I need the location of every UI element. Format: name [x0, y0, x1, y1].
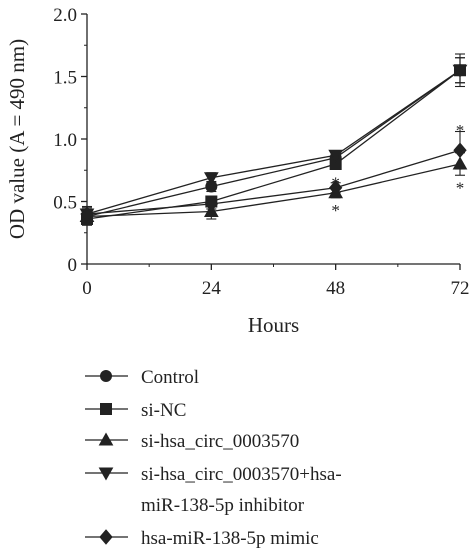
legend-item-2: si-NC [85, 400, 186, 421]
series-line [86, 69, 461, 215]
y-tick-label: 1.0 [53, 130, 77, 151]
x-tick-label: 72 [451, 278, 470, 299]
significance-asterisk: * [456, 178, 465, 197]
legend-label: Control [141, 367, 199, 388]
series-line [86, 163, 461, 218]
legend-marker [98, 467, 114, 481]
y-axis-label: OD value (A = 490 nm) [5, 39, 29, 239]
legend-marker [100, 370, 112, 382]
series-line [86, 69, 461, 220]
x-tick-label: 24 [202, 278, 222, 299]
series-1 [81, 57, 466, 224]
legend-item-5: hsa-miR-138-5p mimic [85, 528, 319, 549]
legend-marker [99, 529, 113, 545]
y-tick-label: 0 [68, 255, 78, 276]
significance-asterisk: * [331, 201, 340, 220]
data-point [329, 179, 343, 196]
legend-marker [98, 432, 114, 446]
significance-asterisk: * [331, 173, 340, 192]
data-point [328, 149, 344, 163]
series-line [86, 69, 461, 218]
y-tick-label: 0.5 [53, 193, 77, 214]
legend-item-3: si-hsa_circ_0003570 [85, 431, 299, 452]
significance-asterisk: * [456, 121, 465, 140]
series-line [86, 149, 461, 215]
legend-label: hsa-miR-138-5p mimic [141, 528, 319, 549]
legend-label: si-hsa_circ_0003570+hsa- [141, 464, 342, 485]
legend-item-1: Control [85, 367, 199, 388]
data-point [204, 196, 218, 212]
series-4 [79, 57, 468, 223]
data-point [80, 206, 94, 222]
legend-item-4: si-hsa_circ_0003570+hsa-miR-138-5p inhib… [85, 464, 342, 516]
data-point [452, 64, 468, 78]
legend-label: miR-138-5p inhibitor [141, 495, 305, 516]
legend-label: si-hsa_circ_0003570 [141, 431, 299, 452]
x-tick-label: 48 [326, 278, 345, 299]
legend-marker [100, 403, 112, 415]
legend: Control si-NC si-hsa_circ_0003570 si-hsa_ci… [85, 367, 342, 549]
x-axis-label: Hours [248, 313, 299, 337]
series-5 [80, 130, 467, 222]
data-point [453, 142, 467, 159]
axes: 0 0.5 1.0 1.5 2.0 0 24 48 72 Hours OD value (A = 4… [5, 5, 470, 337]
series-2 [81, 53, 466, 226]
data-point [203, 172, 219, 186]
x-tick-label: 0 [82, 278, 92, 299]
y-tick-label: 2.0 [53, 5, 77, 26]
chart-marks: * * * * [79, 53, 468, 226]
legend-label: si-NC [141, 400, 186, 421]
y-tick-label: 1.5 [53, 68, 77, 89]
